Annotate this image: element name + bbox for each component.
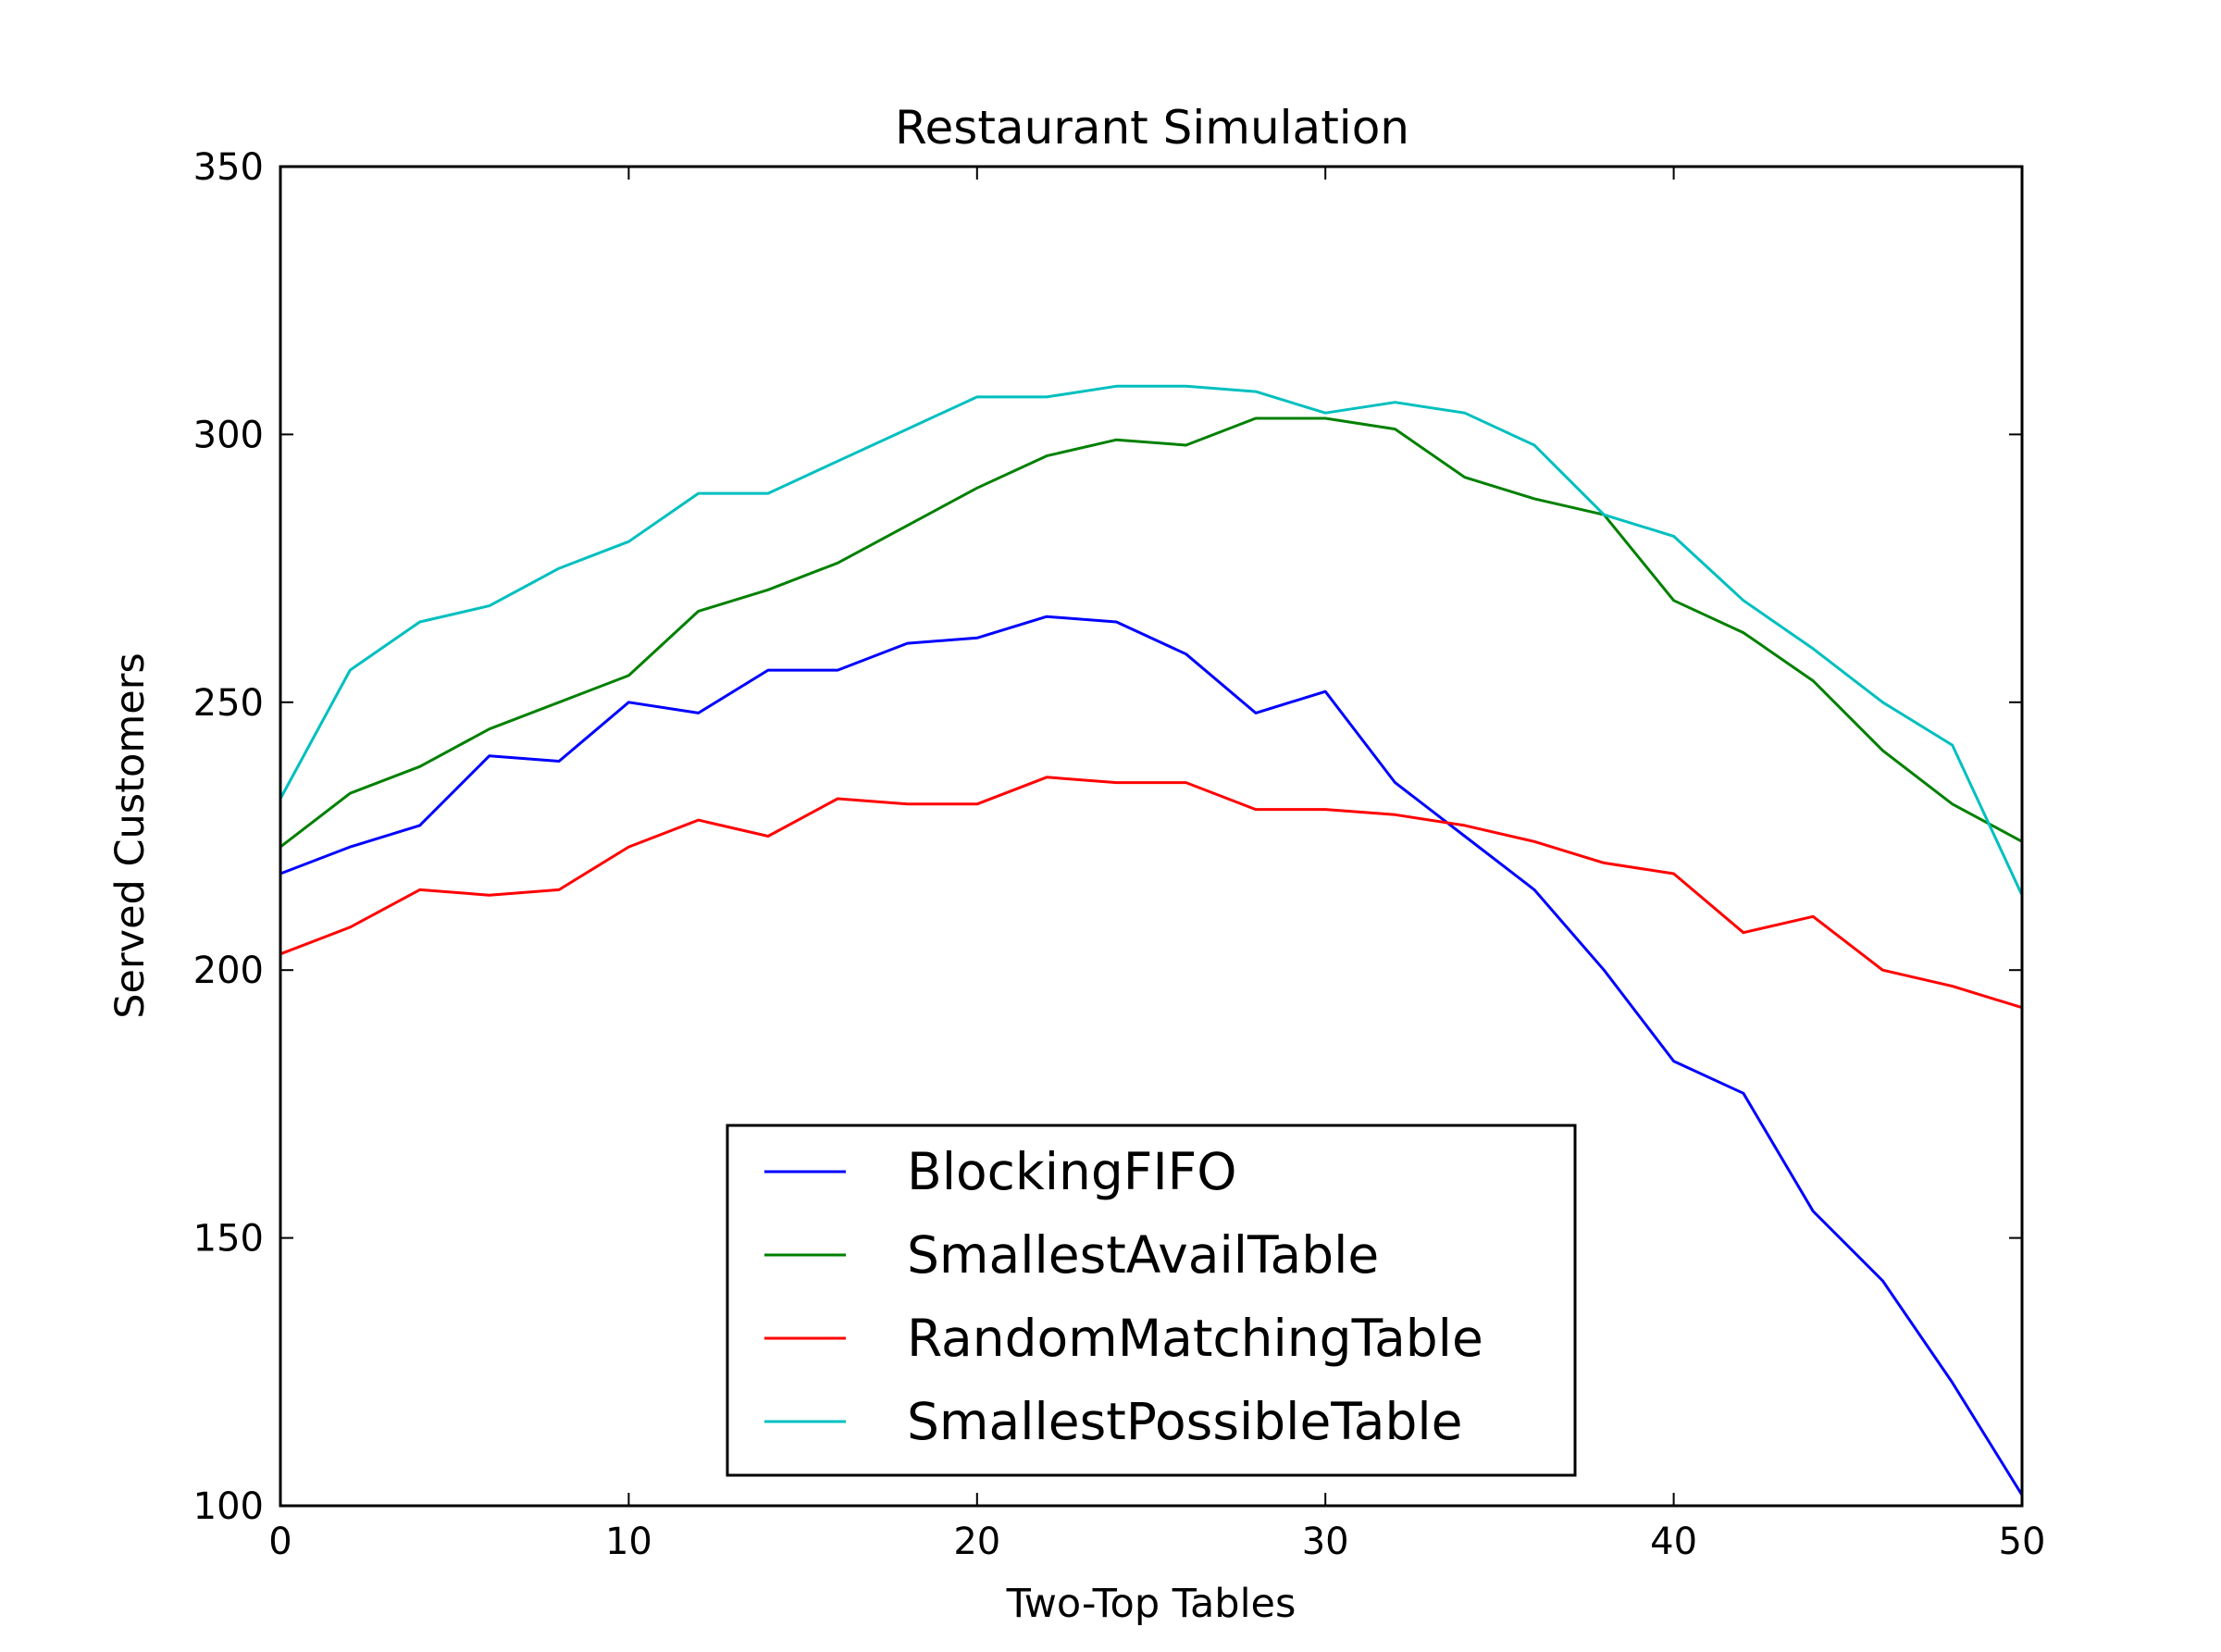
plot-frame (279, 165, 2024, 1508)
x-tick-label: 20 (953, 1521, 1000, 1563)
y-tick-label: 350 (193, 146, 264, 189)
legend-label-smallestpossibletable: SmallestPossibleTable (907, 1392, 1463, 1451)
y-tick-label: 300 (193, 414, 264, 456)
y-tick-label: 100 (193, 1485, 264, 1528)
series-line-randommatchingtable (279, 776, 2023, 1010)
legend-label-smallestavailtable: SmallestAvailTable (907, 1225, 1379, 1285)
legend-label-blockingfifo: BlockingFIFO (907, 1142, 1237, 1201)
x-tick-label: 40 (1650, 1521, 1697, 1563)
series-line-smallestavailtable (279, 416, 2023, 849)
x-tick-label: 0 (268, 1521, 292, 1563)
y-tick-label: 250 (193, 682, 264, 725)
ticks-layer: 0 10 20 30 40 50 100 150 200 250 300 350 (193, 146, 2046, 1563)
series-line-blockingfifo (279, 615, 2024, 1497)
series-layer (279, 384, 2024, 1497)
chart-title: Restaurant Simulation (895, 101, 1409, 155)
legend: BlockingFIFO SmallestAvailTable RandomMatc… (726, 1124, 1577, 1477)
x-axis-label: Two-Top Tables (1006, 1581, 1297, 1627)
legend-label-randommatchingtable: RandomMatchingTable (907, 1309, 1483, 1368)
y-tick-label: 200 (193, 950, 264, 992)
legend-items: BlockingFIFO SmallestAvailTable RandomMatc… (764, 1142, 1483, 1451)
series-line-smallestpossibletable (279, 384, 2024, 896)
x-tick-label: 10 (605, 1521, 652, 1563)
legend-box (726, 1124, 1577, 1477)
y-tick-label: 150 (193, 1218, 264, 1261)
x-tick-label: 50 (1999, 1521, 2046, 1563)
x-tick-label: 30 (1302, 1521, 1349, 1563)
y-axis-label: Served Customers (107, 652, 154, 1019)
